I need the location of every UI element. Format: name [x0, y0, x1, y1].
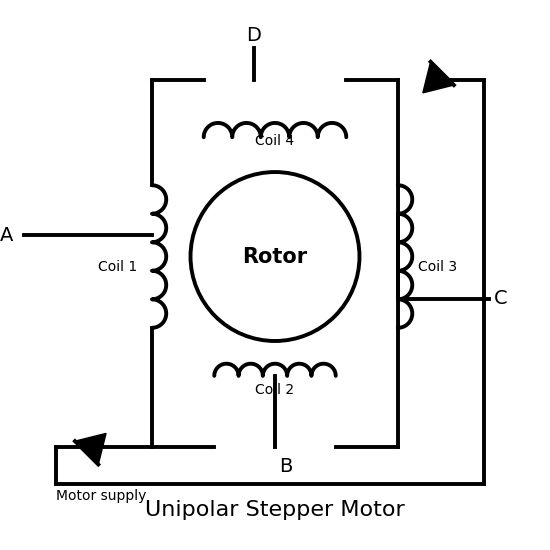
Text: D: D	[246, 26, 261, 45]
Polygon shape	[75, 433, 106, 464]
Text: Coil 1: Coil 1	[98, 260, 138, 274]
Polygon shape	[423, 62, 454, 93]
Text: Rotor: Rotor	[243, 246, 307, 267]
Text: C: C	[494, 289, 508, 308]
Text: Unipolar Stepper Motor: Unipolar Stepper Motor	[145, 500, 405, 520]
Text: B: B	[279, 457, 292, 476]
Text: A: A	[0, 226, 14, 245]
Text: Motor supply: Motor supply	[56, 489, 146, 503]
Text: Coil 2: Coil 2	[255, 383, 295, 397]
Text: Coil 4: Coil 4	[255, 134, 295, 148]
Text: Coil 3: Coil 3	[417, 260, 456, 274]
